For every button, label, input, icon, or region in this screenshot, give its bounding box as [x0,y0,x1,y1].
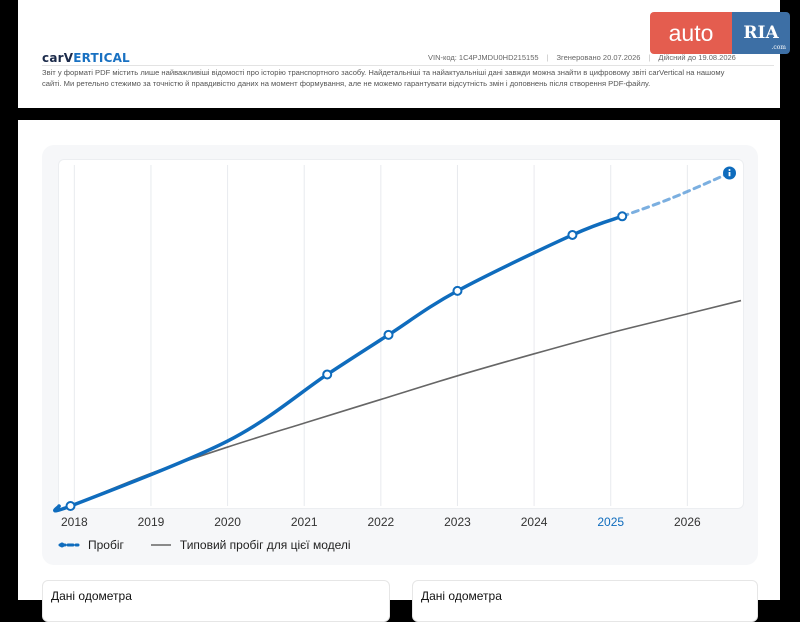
x-tick-label-2026: 2026 [674,515,701,529]
generated-date: Згенеровано 20.07.2026 [556,53,641,62]
brand-prefix: carV [42,51,74,65]
meta-separator: | [648,53,651,62]
x-tick-label-2018: 2018 [61,515,88,529]
report-meta: VIN-код: 1C4PJMDU0HD215155 | Згенеровано… [428,53,736,62]
legend-mileage-label: Пробіг [88,538,124,552]
disclaimer-line: сайті. Ми ретельно стежимо за точністю й… [42,78,651,88]
mileage-point-3 [452,285,463,296]
legend-mileage-swatch [58,542,80,548]
mileage-forecast-line [620,171,732,218]
info-icon-dot [728,169,731,171]
mileage-point-2 [383,329,394,340]
autoria-logo-left: auto [650,12,732,54]
autoria-logo[interactable]: auto RIA .com [650,12,790,54]
valid-until: Дійсний до 19.08.2026 [658,53,736,62]
chart-legend: Пробіг Типовий пробіг для цієї моделі [58,538,369,552]
typical-mileage-line [70,299,742,507]
odometer-card-right: Дані одометра [412,580,758,622]
disclaimer-line: Звіт у форматі PDF містить лише найважли… [42,68,725,77]
x-tick-label-2024: 2024 [521,515,548,529]
legend-item-mileage: Пробіг [58,538,124,552]
ria-domain: .com [771,44,786,51]
mileage-point-0 [65,501,76,511]
mileage-point-5 [617,211,628,222]
legend-typical-label: Типовий пробіг для цієї моделі [179,538,351,552]
x-tick-label-2022: 2022 [367,515,394,529]
mileage-point-1 [322,369,333,380]
report-page: 2018 2019 2020 2021 2022 2023 2024 2025 2026 Про… [18,120,780,622]
odometer-card-left: Дані одометра [42,580,390,622]
carvertical-logo: carVERTICAL [42,51,130,65]
header-divider [42,65,774,66]
x-tick-label-2021: 2021 [291,515,318,529]
mileage-chart: 2018 2019 2020 2021 2022 2023 2024 2025 2026 [53,165,742,529]
mileage-chart-card: 2018 2019 2020 2021 2022 2023 2024 2025 2026 Про… [42,145,758,565]
x-tick-label-2023: 2023 [444,515,471,529]
meta-separator: | [546,53,549,62]
x-tick-label-2020: 2020 [214,515,241,529]
legend-item-typical: Типовий пробіг для цієї моделі [150,538,351,552]
info-icon-stem [728,172,731,177]
x-tick-label-2025: 2025 [597,515,624,529]
legend-typical-swatch [150,544,171,546]
disclaimer: Звіт у форматі PDF містить лише найважли… [42,68,772,89]
mileage-point-4 [567,229,578,240]
ria-text: RIA [743,23,779,43]
odometer-card-title: Дані одометра [421,589,502,603]
autoria-logo-right: RIA .com [732,12,790,54]
x-tick-label-2019: 2019 [138,515,165,529]
mileage-line [53,214,624,513]
mileage-chart-plot [58,159,744,509]
odometer-card-title: Дані одометра [51,589,132,603]
vin-code: VIN-код: 1C4PJMDU0HD215155 [428,53,539,62]
brand-suffix: ERTICAL [73,51,130,65]
